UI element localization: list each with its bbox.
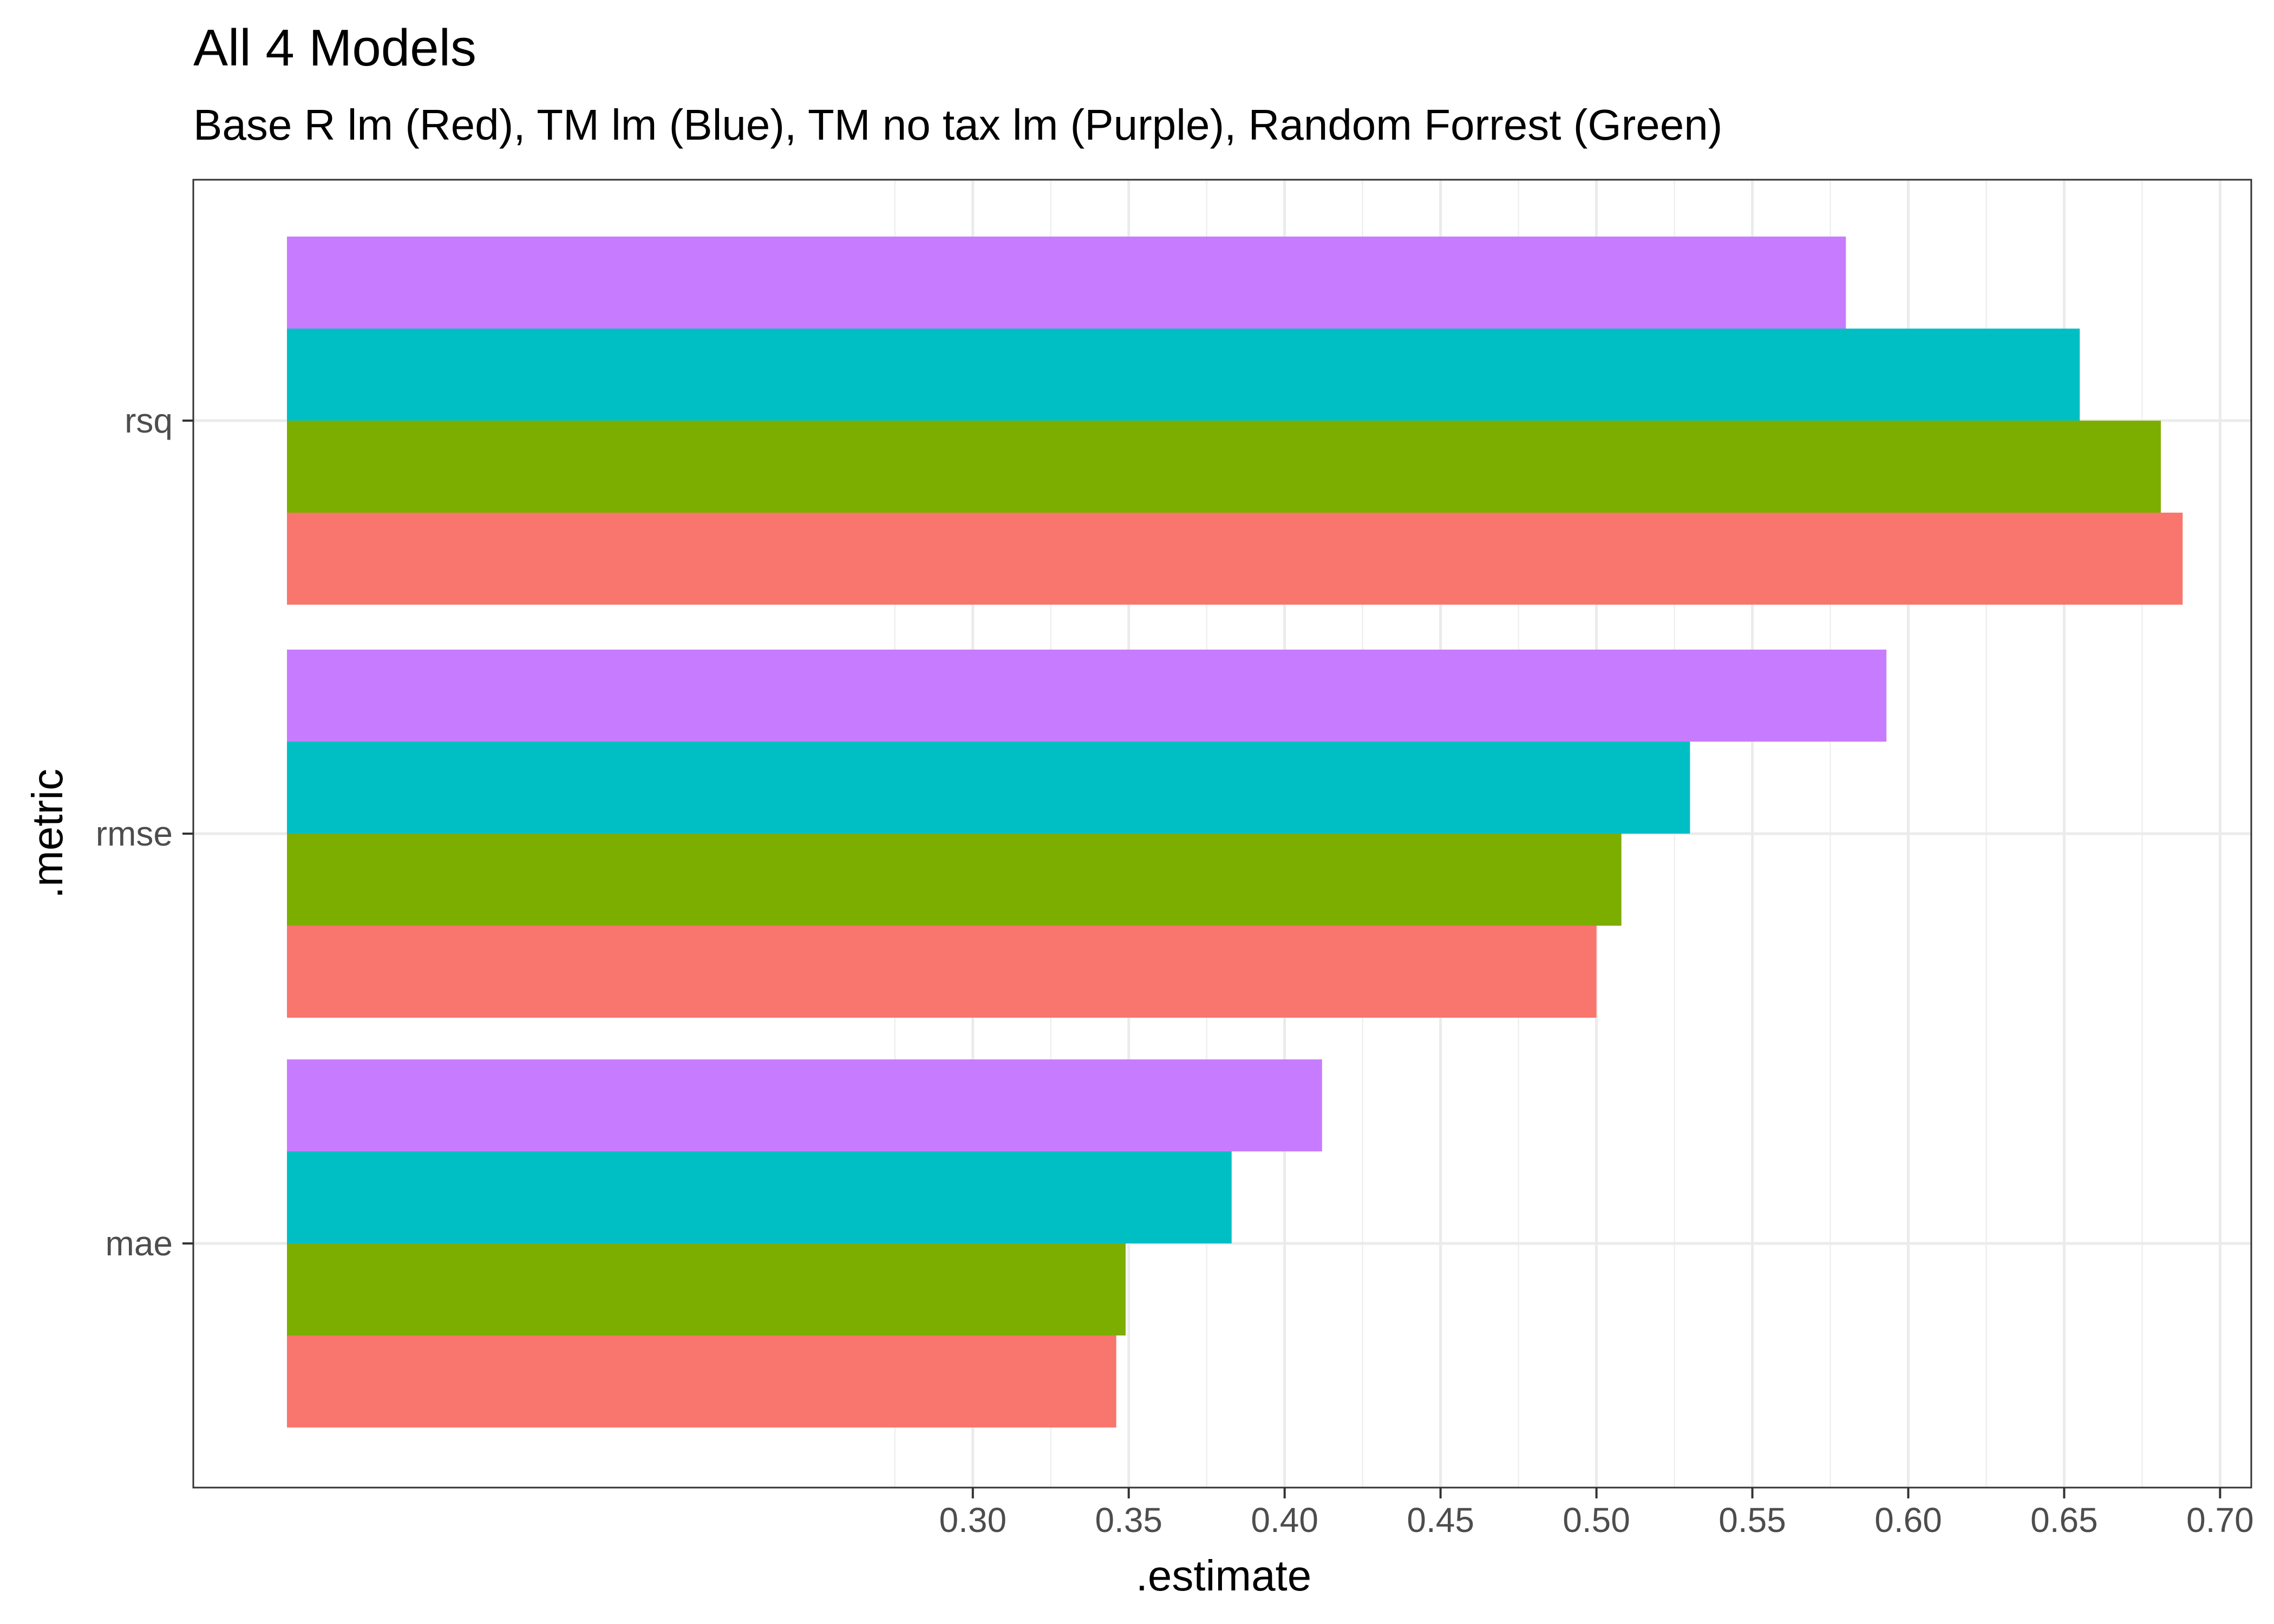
x-tick-label: 0.65 xyxy=(2030,1501,2098,1540)
bar-rsq xyxy=(287,421,2161,513)
y-axis-title: .metric xyxy=(23,769,71,899)
bars xyxy=(287,237,2183,1427)
x-tick-label: 0.45 xyxy=(1407,1501,1474,1540)
x-tick-label: 0.70 xyxy=(2186,1501,2254,1540)
bar-rmse xyxy=(287,742,1690,834)
x-tick-label: 0.30 xyxy=(939,1501,1007,1540)
x-tick-label: 0.60 xyxy=(1874,1501,1942,1540)
y-tick-label: rmse xyxy=(96,814,173,853)
x-tick-label: 0.40 xyxy=(1251,1501,1318,1540)
bar-rmse xyxy=(287,650,1887,742)
chart-subtitle: Base R lm (Red), TM lm (Blue), TM no tax… xyxy=(193,101,1722,149)
bar-rmse xyxy=(287,926,1597,1018)
axes: 0.30 0.35 0.40 0.45 0.50 0.55 0.60 0.65 0.70 rsq r… xyxy=(96,401,2254,1540)
x-axis-title: .estimate xyxy=(1136,1551,1312,1600)
y-tick-label: rsq xyxy=(125,401,173,440)
bar-mae xyxy=(287,1059,1322,1151)
bar-rsq xyxy=(287,513,2183,605)
bar-rsq xyxy=(287,329,2080,421)
bar-mae xyxy=(287,1151,1232,1243)
bar-mae xyxy=(287,1335,1116,1427)
bar-rmse xyxy=(287,834,1622,926)
x-tick-label: 0.35 xyxy=(1095,1501,1162,1540)
x-tick-label: 0.55 xyxy=(1718,1501,1786,1540)
chart-title: All 4 Models xyxy=(193,19,476,77)
y-tick-label: mae xyxy=(106,1224,173,1263)
bar-rsq xyxy=(287,237,1846,329)
bar-mae xyxy=(287,1243,1126,1335)
x-tick-label: 0.50 xyxy=(1563,1501,1630,1540)
